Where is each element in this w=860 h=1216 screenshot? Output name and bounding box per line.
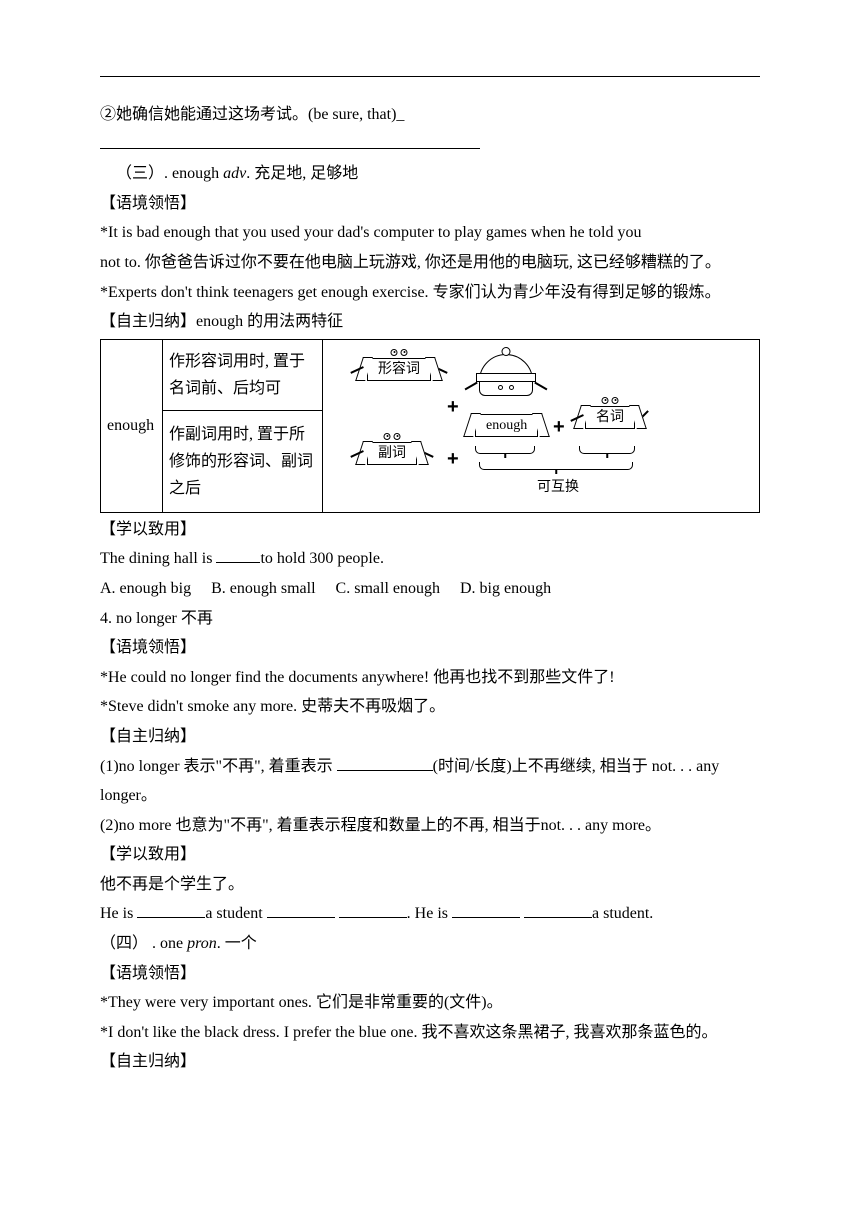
sense-label: 【语境领悟】 — [100, 189, 760, 219]
section-4-heading: 4. no longer 不再 — [100, 604, 760, 634]
blank-answer-line[interactable] — [100, 130, 760, 160]
sense-label: 【语境领悟】 — [100, 959, 760, 989]
rule-label: 【自主归纳】enough 的用法两特征 — [100, 307, 760, 337]
sense-label: 【语境领悟】 — [100, 633, 760, 663]
fill-sentence: He is a student . He is a student. — [100, 899, 760, 929]
swap-label: 可互换 — [537, 476, 579, 500]
apply-zh: 他不再是个学生了。 — [100, 870, 760, 900]
sec3-ex1-line2: not to. 你爸爸告诉过你不要在他电脑上玩游戏, 你还是用他的电脑玩, 这已… — [100, 248, 760, 278]
noun-bubble: 名词 — [585, 406, 635, 429]
rule-label: 【自主归纳】 — [100, 1047, 760, 1077]
section-5-heading: （四） . one pron. 一个 — [100, 929, 760, 959]
apply-label: 【学以致用】 — [100, 515, 760, 545]
table-left-cell: enough — [101, 339, 163, 512]
header-rule — [100, 76, 760, 77]
page-content: ②她确信她能通过这场考试。(be sure, that)_ （三）. enoug… — [100, 70, 760, 1077]
rule-label: 【自主归纳】 — [100, 722, 760, 752]
option-a[interactable]: A. enough big — [100, 580, 191, 597]
fill-blank[interactable] — [216, 546, 260, 564]
option-b[interactable]: B. enough small — [211, 580, 315, 597]
pos-definition: . 充足地, 足够地 — [246, 165, 358, 182]
sec3-ex1-line1: *It is bad enough that you used your dad… — [100, 218, 760, 248]
brace-icon — [475, 446, 535, 454]
adjective-bubble: 形容词 — [367, 358, 431, 381]
table-row1: 作形容词用时, 置于名词前、后均可 — [163, 339, 323, 410]
mc-question-stem: The dining hall is to hold 300 people. — [100, 544, 760, 574]
plus-icon: + — [553, 410, 565, 444]
fill-blank[interactable] — [339, 901, 407, 919]
sec4-ex2: *Steve didn't smoke any more. 史蒂夫不再吸烟了。 — [100, 692, 760, 722]
plus-icon: + — [447, 442, 459, 476]
apply-label: 【学以致用】 — [100, 840, 760, 870]
sec5-ex2: *I don't like the black dress. I prefer … — [100, 1018, 760, 1048]
enough-diagram: 形容词 副词 — [329, 346, 753, 506]
brace-icon — [579, 446, 635, 454]
enough-usage-table: enough 作形容词用时, 置于名词前、后均可 形容词 — [100, 339, 760, 513]
fill-blank[interactable] — [337, 753, 433, 771]
diagram-cell: 形容词 副词 — [323, 339, 760, 512]
mc-options: A. enough big B. enough small C. small e… — [100, 574, 760, 604]
brace-wide-icon — [479, 462, 633, 470]
rule-2: (2)no more 也意为"不再", 着重表示程度和数量上的不再, 相当于no… — [100, 811, 760, 841]
adverb-bubble: 副词 — [367, 442, 417, 465]
sec5-ex1: *They were very important ones. 它们是非常重要的… — [100, 988, 760, 1018]
sec3-title: （三）. enough — [116, 165, 219, 182]
option-c[interactable]: C. small enough — [336, 580, 440, 597]
sec4-ex1: *He could no longer find the documents a… — [100, 663, 760, 693]
exercise-prompt: ②她确信她能通过这场考试。(be sure, that)_ — [100, 100, 760, 130]
part-of-speech: adv — [223, 165, 246, 182]
option-d[interactable]: D. big enough — [460, 580, 551, 597]
fill-blank[interactable] — [267, 901, 335, 919]
part-of-speech: pron — [187, 935, 217, 952]
enough-bubble: enough — [475, 414, 538, 437]
fill-blank[interactable] — [524, 901, 592, 919]
fill-blank[interactable] — [452, 901, 520, 919]
fill-blank[interactable] — [137, 901, 205, 919]
rule-1: (1)no longer 表示"不再", 着重表示 (时间/长度)上不再继续, … — [100, 752, 760, 811]
character-icon — [479, 354, 533, 396]
sec3-ex2: *Experts don't think teenagers get enoug… — [100, 278, 760, 308]
table-row2: 作副词用时, 置于所修饰的形容词、副词之后 — [163, 410, 323, 512]
plus-icon: + — [447, 390, 459, 424]
section-3-heading: （三）. enough adv. 充足地, 足够地 — [100, 159, 760, 189]
